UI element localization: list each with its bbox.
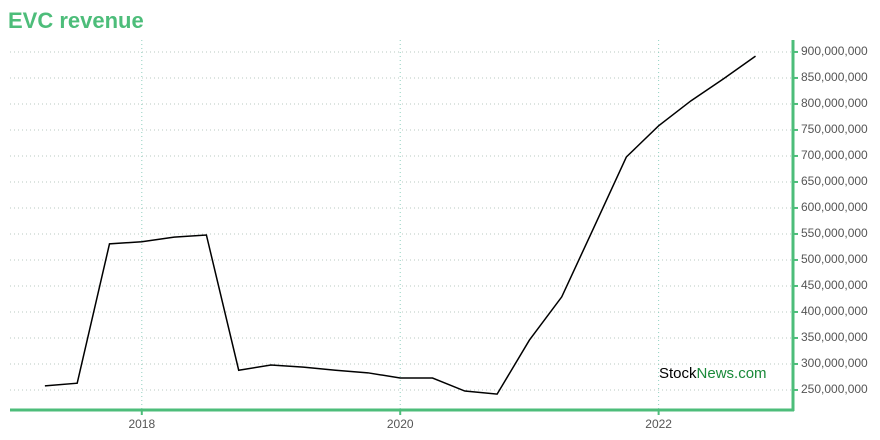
y-tick-label: 450,000,000 <box>801 278 868 292</box>
line-series <box>44 55 756 395</box>
chart-title: EVC revenue <box>8 8 144 33</box>
y-tick-label: 550,000,000 <box>801 226 868 240</box>
y-tick-label: 750,000,000 <box>801 122 868 136</box>
y-tick-label: 600,000,000 <box>801 200 868 214</box>
x-tick-label: 2018 <box>128 417 155 431</box>
y-tick-label: 500,000,000 <box>801 252 868 266</box>
y-tick-label: 250,000,000 <box>801 382 868 396</box>
x-tick-label: 2020 <box>387 417 414 431</box>
watermark-prefix: Stock <box>659 365 697 382</box>
y-tick-label: 700,000,000 <box>801 148 868 162</box>
watermark-suffix: News.com <box>697 365 767 382</box>
watermark: StockNews.com <box>659 365 767 382</box>
y-tick-label: 650,000,000 <box>801 174 868 188</box>
x-tick-label: 2022 <box>645 417 672 431</box>
y-tick-label: 400,000,000 <box>801 304 868 318</box>
y-tick-label: 900,000,000 <box>801 44 868 58</box>
y-tick-label: 850,000,000 <box>801 70 868 84</box>
y-tick-label: 300,000,000 <box>801 356 868 370</box>
y-tick-label: 350,000,000 <box>801 330 868 344</box>
y-tick-label: 800,000,000 <box>801 96 868 110</box>
